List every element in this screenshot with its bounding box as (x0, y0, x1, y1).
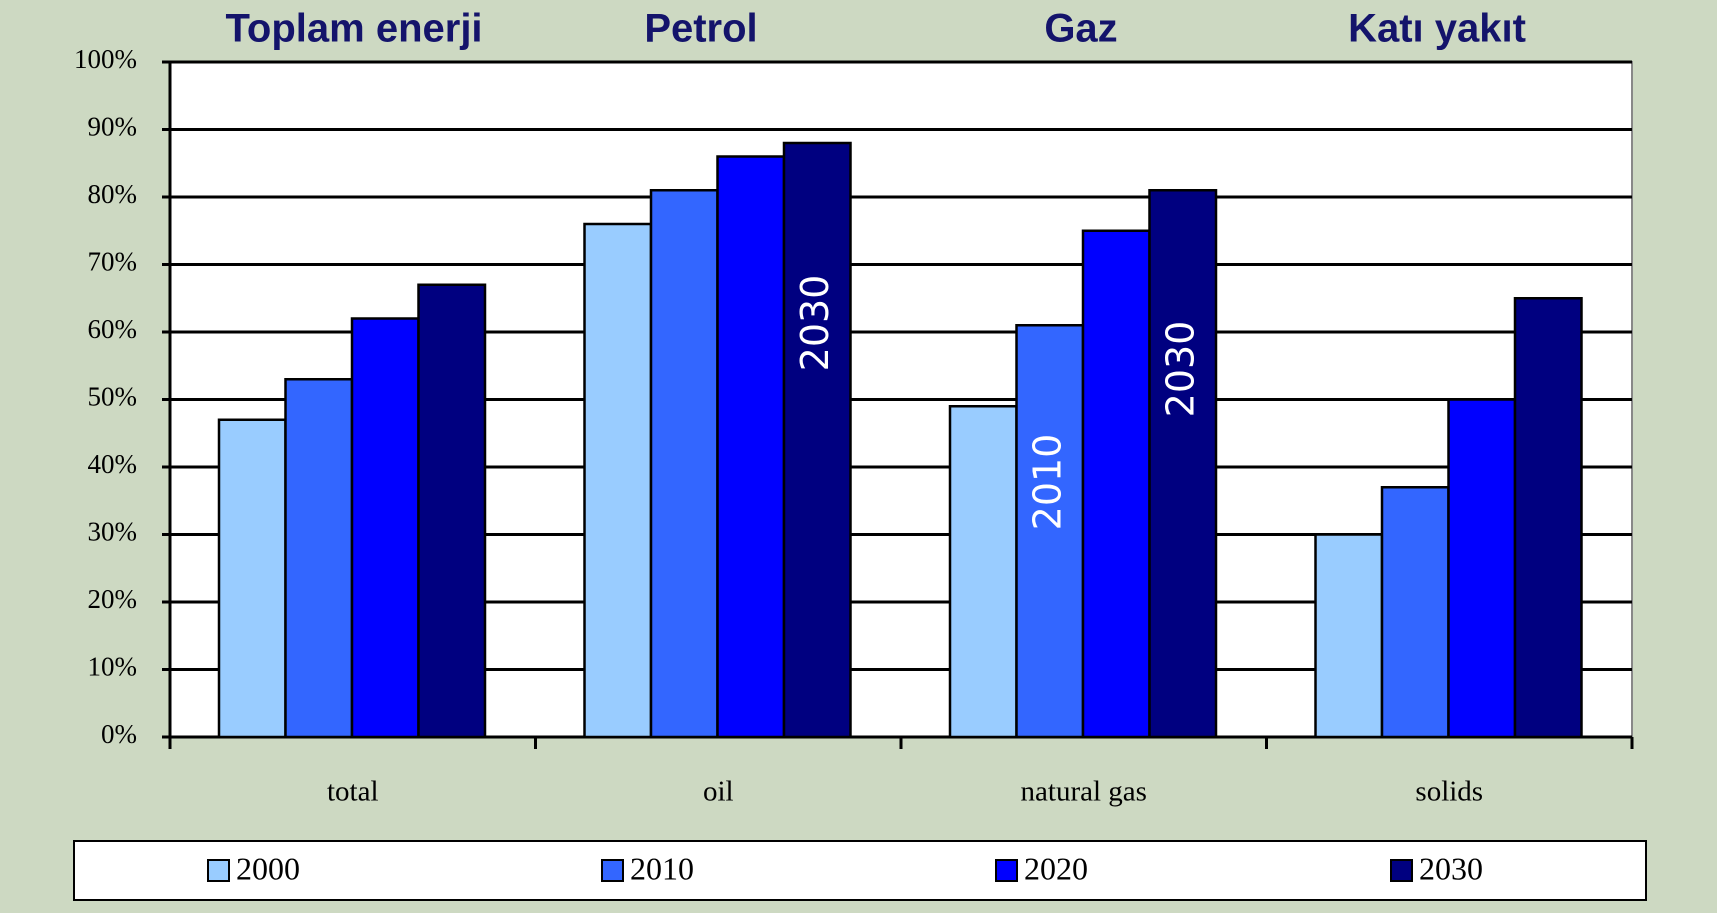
legend-swatch (601, 859, 624, 882)
bar (1148, 189, 1218, 739)
bar (948, 405, 1018, 739)
y-tick-label: 10% (88, 652, 138, 682)
y-tick-label: 90% (88, 112, 138, 142)
y-tick-label: 60% (88, 314, 138, 344)
group-title: Katı yakıt (1348, 7, 1526, 51)
bar (1015, 324, 1085, 739)
y-tick-label: 40% (88, 449, 138, 479)
legend-label: 2010 (630, 850, 694, 886)
y-tick-label: 30% (88, 517, 138, 547)
bar-annotation: 2030 (1158, 321, 1202, 418)
y-tick-label: 20% (88, 584, 138, 614)
bar (782, 141, 852, 739)
bar (417, 283, 487, 739)
x-tick-label: total (327, 776, 379, 808)
x-tick-label: solids (1415, 776, 1483, 808)
y-tick-label: 50% (88, 382, 138, 412)
bar-annotation: 2010 (1025, 434, 1069, 531)
x-tick-label: natural gas (1021, 776, 1147, 808)
y-tick-label: 80% (88, 179, 138, 209)
y-tick-label: 70% (88, 247, 138, 277)
bar (716, 155, 786, 739)
legend-swatch (207, 859, 230, 882)
bar-annotation: 2030 (793, 275, 837, 372)
y-tick-label: 0% (101, 719, 137, 749)
bar (284, 378, 354, 739)
bar (1314, 533, 1384, 739)
legend-swatch (1390, 859, 1413, 882)
bar (583, 222, 653, 739)
legend-label: 2030 (1419, 850, 1483, 886)
group-title: Gaz (1044, 7, 1117, 51)
group-title: Toplam enerji (225, 7, 482, 51)
bar (217, 418, 287, 739)
bar (1081, 229, 1151, 739)
legend-box (73, 840, 1647, 901)
y-tick-label: 100% (74, 44, 137, 74)
legend-swatch (995, 859, 1018, 882)
legend-label: 2000 (236, 850, 300, 886)
bar (1380, 486, 1450, 739)
x-tick-label: oil (703, 776, 734, 808)
group-title: Petrol (644, 7, 757, 51)
bar (649, 189, 719, 739)
bar (1513, 297, 1583, 739)
bar (350, 317, 420, 739)
bar (1447, 398, 1517, 739)
legend-label: 2020 (1024, 850, 1088, 886)
